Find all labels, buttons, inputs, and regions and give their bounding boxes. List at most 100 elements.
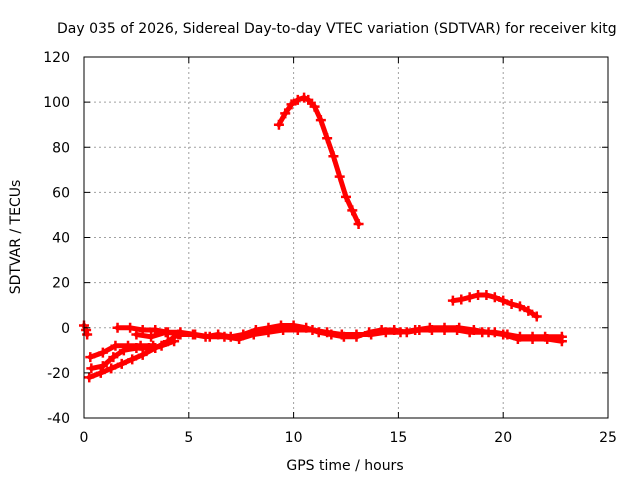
x-tick-label: 5 — [184, 430, 193, 446]
series-base-2 — [131, 322, 567, 347]
data-point — [523, 305, 534, 316]
data-point — [336, 329, 347, 340]
y-tick-label: 100 — [43, 95, 70, 111]
data-point — [204, 331, 215, 342]
data-point — [123, 340, 134, 351]
data-point — [97, 361, 108, 372]
data-point — [146, 331, 157, 342]
data-point — [307, 325, 318, 336]
data-point — [148, 340, 159, 351]
data-point — [234, 334, 245, 345]
data-point — [498, 329, 509, 340]
data-point — [278, 325, 289, 336]
data-point — [481, 290, 492, 301]
data-point — [334, 171, 345, 182]
data-point — [531, 311, 542, 322]
x-tick-label: 25 — [599, 430, 617, 446]
y-tick-label: 0 — [61, 321, 70, 337]
data-point — [341, 191, 351, 202]
series-arc-late — [447, 290, 542, 322]
data-point — [95, 367, 106, 378]
chart-title: Day 035 of 2026, Sidereal Day-to-day VTE… — [57, 21, 617, 37]
data-point — [112, 322, 123, 333]
data-point — [135, 340, 146, 351]
data-point — [97, 347, 108, 358]
data-point — [514, 301, 525, 312]
data-point — [468, 325, 479, 336]
series-early-3 — [85, 340, 159, 363]
data-point — [380, 327, 391, 338]
y-tick-label: -40 — [47, 411, 70, 427]
data-point — [286, 99, 297, 110]
x-tick-label: 0 — [80, 430, 89, 446]
data-point — [84, 372, 95, 383]
data-point — [439, 322, 450, 333]
y-tick-label: -20 — [47, 366, 70, 382]
data-point — [506, 299, 517, 310]
data-point — [542, 334, 553, 345]
data-point — [219, 331, 230, 342]
y-axis-label: SDTVAR / TECUs — [8, 180, 24, 295]
data-point — [108, 352, 119, 363]
data-point — [351, 329, 362, 340]
data-point — [85, 352, 96, 363]
x-tick-label: 20 — [494, 430, 512, 446]
data-point — [424, 322, 435, 333]
data-point — [263, 327, 274, 338]
y-tick-label: 20 — [52, 276, 70, 292]
data-point — [447, 295, 458, 306]
data-point — [156, 340, 167, 351]
series-line — [276, 95, 362, 227]
data-point — [106, 363, 117, 374]
data-point — [280, 108, 291, 119]
data-point — [86, 363, 97, 374]
data-point — [173, 329, 184, 340]
data-point — [410, 325, 421, 336]
data-point — [556, 336, 567, 347]
data-point — [169, 336, 180, 347]
data-point — [127, 354, 138, 365]
data-point — [137, 349, 148, 360]
data-point — [454, 322, 465, 333]
axis-ticks: 0 5 10 15 20 25 -40 -20 0 20 40 60 80 100 120 — [43, 50, 617, 446]
data-point — [292, 325, 303, 336]
data-series — [79, 92, 567, 383]
data-point — [527, 334, 538, 345]
data-point — [248, 329, 259, 340]
data-point — [347, 205, 358, 216]
data-point — [473, 290, 484, 301]
x-tick-label: 15 — [389, 430, 407, 446]
data-point — [125, 322, 136, 333]
y-tick-label: 80 — [52, 140, 70, 156]
data-point — [464, 292, 475, 303]
data-point — [160, 327, 171, 338]
data-point — [353, 218, 364, 229]
data-point — [395, 327, 406, 338]
data-point — [273, 119, 284, 130]
series-arc-peak — [273, 92, 364, 229]
data-point — [456, 294, 467, 305]
data-point — [292, 94, 303, 105]
data-point — [483, 327, 494, 338]
y-tick-label: 120 — [43, 50, 70, 66]
series-early-4 — [79, 320, 93, 340]
data-point — [303, 94, 314, 105]
data-point — [322, 327, 333, 338]
data-point — [190, 329, 201, 340]
data-point — [328, 151, 339, 162]
data-point — [489, 292, 500, 303]
data-point — [512, 334, 523, 345]
data-point — [309, 101, 320, 112]
x-axis-label: GPS time / hours — [286, 458, 403, 474]
data-point — [498, 295, 509, 306]
y-tick-label: 60 — [52, 185, 70, 201]
grid-lines — [84, 57, 608, 418]
data-point — [366, 329, 377, 340]
y-tick-label: 40 — [52, 231, 70, 247]
data-point — [131, 329, 142, 340]
data-point — [315, 115, 326, 126]
data-point — [116, 358, 127, 369]
data-point — [322, 133, 333, 144]
x-tick-label: 10 — [285, 430, 303, 446]
